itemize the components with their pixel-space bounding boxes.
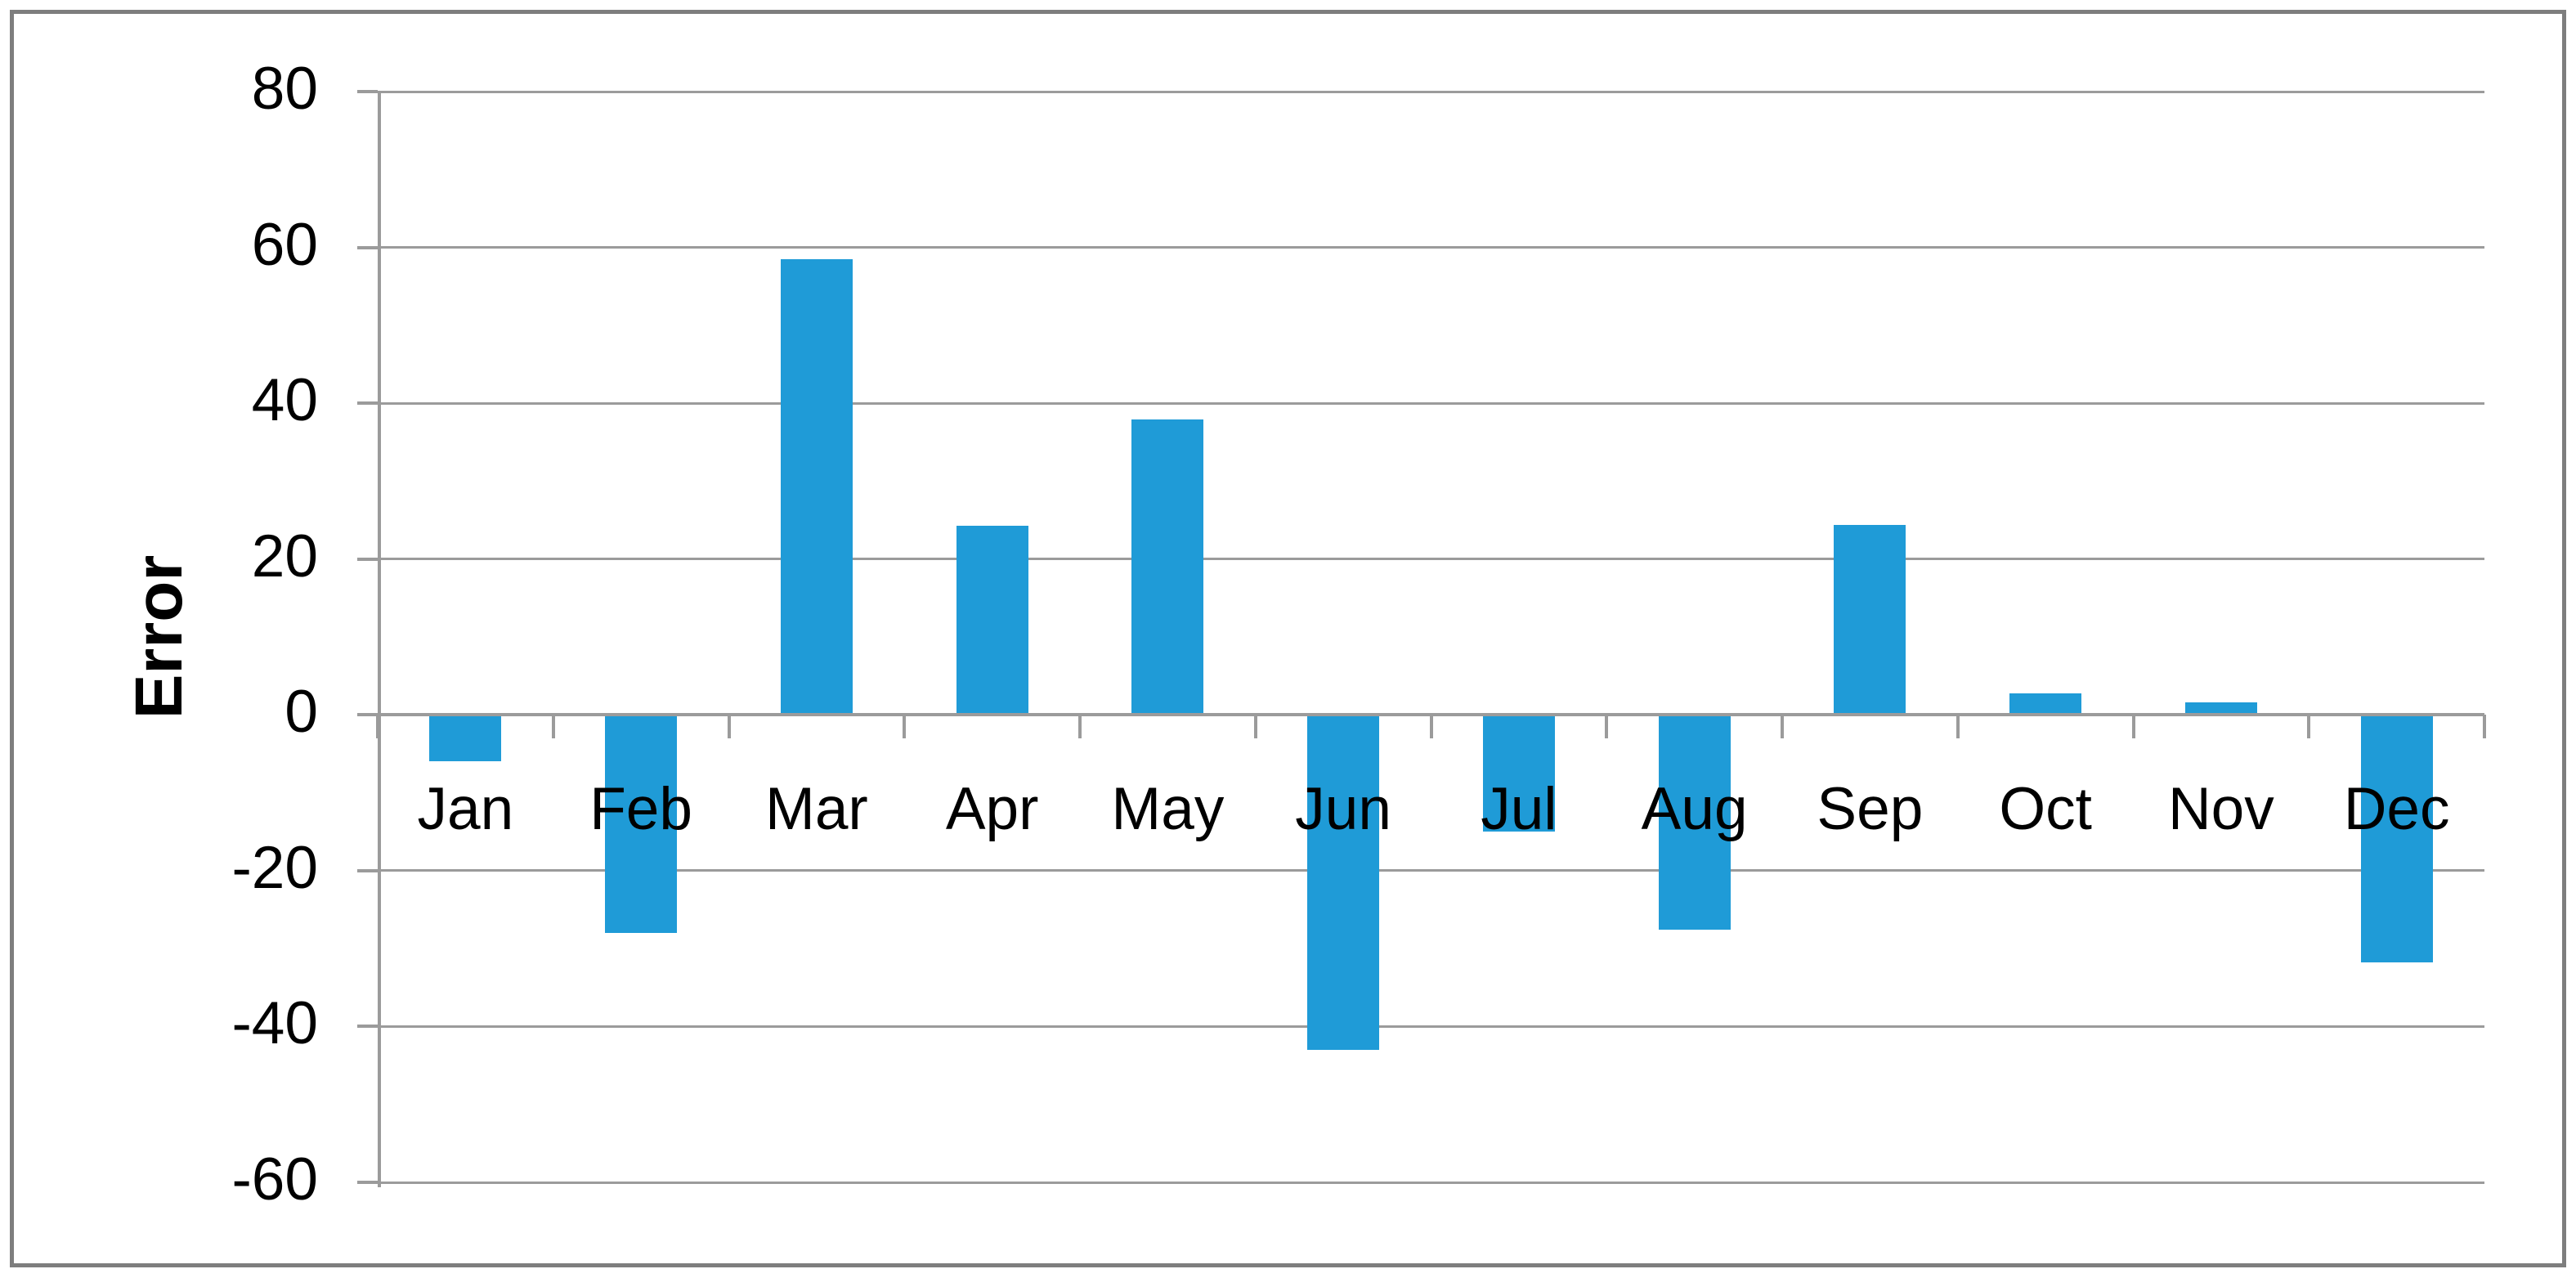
y-tick-label-40: 40	[251, 367, 318, 434]
bar-sep	[1834, 524, 1906, 715]
bar-feb	[605, 715, 678, 934]
y-tick--40	[357, 1025, 378, 1029]
x-label-apr: Apr	[945, 776, 1039, 842]
gridline--20	[378, 869, 2484, 872]
x-tick-3	[903, 715, 907, 739]
x-tick-6	[1429, 715, 1433, 739]
bar-dec	[2360, 715, 2433, 963]
y-tick-label-0: 0	[284, 679, 318, 746]
chart-border	[10, 10, 2566, 1267]
y-tick-0	[357, 713, 378, 717]
y-tick--60	[357, 1181, 378, 1184]
x-tick-8	[1781, 715, 1784, 739]
x-label-feb: Feb	[589, 776, 693, 842]
x-label-jul: Jul	[1481, 776, 1557, 842]
y-tick-label--40: -40	[231, 990, 318, 1057]
x-label-may: May	[1111, 776, 1225, 842]
bar-jun	[1307, 715, 1380, 1050]
x-tick-0	[376, 715, 379, 739]
x-label-aug: Aug	[1641, 776, 1748, 842]
x-tick-11	[2307, 715, 2311, 739]
gridline-60	[378, 246, 2484, 249]
gridline--60	[378, 1181, 2484, 1184]
x-tick-4	[1078, 715, 1082, 739]
x-tick-10	[2131, 715, 2135, 739]
x-tick-2	[727, 715, 731, 739]
y-axis-title: Error	[122, 554, 196, 720]
x-label-nov: Nov	[2167, 776, 2274, 842]
bar-mar	[780, 258, 853, 715]
x-label-oct: Oct	[1999, 776, 2092, 842]
x-tick-9	[1956, 715, 1960, 739]
y-tick-label-20: 20	[251, 522, 318, 590]
y-tick-label--60: -60	[231, 1146, 318, 1213]
x-label-jan: Jan	[417, 776, 514, 842]
y-tick-20	[357, 557, 378, 561]
gridline-80	[378, 90, 2484, 93]
gridline--40	[378, 1025, 2484, 1028]
y-tick--20	[357, 868, 378, 872]
x-tick-12	[2483, 715, 2486, 739]
x-tick-7	[1605, 715, 1609, 739]
bar-jan	[429, 715, 502, 762]
x-label-dec: Dec	[2343, 776, 2450, 842]
x-label-jun: Jun	[1295, 776, 1391, 842]
x-tick-5	[1253, 715, 1257, 739]
y-tick-80	[357, 90, 378, 93]
bar-aug	[1658, 715, 1731, 930]
y-tick-label-60: 60	[251, 211, 318, 278]
x-label-sep: Sep	[1817, 776, 1924, 842]
y-tick-40	[357, 401, 378, 406]
bar-oct	[2009, 693, 2082, 715]
x-tick-1	[551, 715, 555, 739]
y-tick-label-80: 80	[251, 56, 318, 123]
y-tick-60	[357, 245, 378, 249]
bar-jul	[1482, 715, 1555, 832]
bar-apr	[956, 525, 1028, 715]
gridline-40	[378, 401, 2484, 405]
gridline-20	[378, 558, 2484, 561]
y-axis-line	[378, 90, 381, 1187]
bar-nov	[2184, 702, 2257, 715]
y-tick-label--20: -20	[231, 835, 318, 902]
x-label-mar: Mar	[765, 776, 868, 842]
bar-may	[1131, 419, 1204, 715]
